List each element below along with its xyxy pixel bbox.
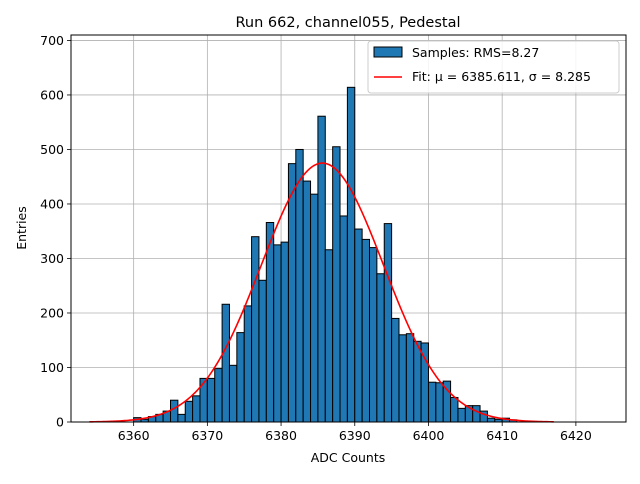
histogram-bar xyxy=(206,377,216,423)
histogram-bar xyxy=(295,148,304,423)
histogram-bar xyxy=(243,305,253,423)
x-tick-label: 6420 xyxy=(560,428,592,443)
histogram-bar xyxy=(486,417,496,423)
histogram-bar xyxy=(332,146,341,423)
x-tick-label: 6410 xyxy=(486,428,518,443)
y-axis-label: Entries xyxy=(14,206,29,250)
y-tick-label: 400 xyxy=(40,196,64,211)
histogram-bar xyxy=(435,382,444,423)
histogram-bar xyxy=(265,222,275,423)
histogram-bar xyxy=(324,249,334,423)
histogram-bar xyxy=(391,317,400,423)
fit-curve-layer xyxy=(89,162,554,423)
legend-histogram-swatch xyxy=(373,46,403,58)
legend-fit-label: Fit: μ = 6385.611, σ = 8.285 xyxy=(412,69,591,84)
gaussian-fit-curve xyxy=(89,162,554,423)
histogram-bar xyxy=(214,368,223,423)
x-tick-label: 6370 xyxy=(191,428,223,443)
histogram-bar xyxy=(427,381,437,423)
histogram-bar xyxy=(383,223,393,423)
histogram-bar xyxy=(251,236,260,423)
histogram-bar xyxy=(236,332,245,423)
histogram-bar xyxy=(170,399,179,423)
x-axis-ticks: 6360 6370 6380 6390 6400 6410 6420 xyxy=(118,422,592,443)
y-tick-label: 300 xyxy=(40,251,64,266)
histogram-bar xyxy=(273,244,282,423)
histogram-bar xyxy=(317,115,326,423)
histogram-bar xyxy=(398,334,407,423)
histogram-bar xyxy=(405,333,415,423)
x-axis-label: ADC Counts xyxy=(311,450,386,465)
histogram-bar xyxy=(310,193,319,423)
histogram-bar xyxy=(287,163,297,423)
histogram-bar xyxy=(177,413,186,423)
histogram-bar xyxy=(339,215,348,423)
histogram-bar xyxy=(280,241,289,423)
y-tick-label: 100 xyxy=(40,360,64,375)
histogram-bar xyxy=(258,279,267,423)
legend-histogram-label: Samples: RMS=8.27 xyxy=(412,45,539,60)
histogram-bar xyxy=(302,180,312,423)
histogram-bar xyxy=(369,247,378,423)
histogram-bar xyxy=(457,407,466,423)
histogram-bar xyxy=(228,364,238,423)
x-tick-label: 6360 xyxy=(118,428,150,443)
histogram-bar xyxy=(413,340,422,423)
y-tick-label: 500 xyxy=(40,142,64,157)
histogram-bar xyxy=(346,86,356,423)
x-tick-label: 6380 xyxy=(265,428,297,443)
histogram-bar xyxy=(354,228,363,423)
histogram-bar xyxy=(472,405,481,423)
legend: Samples: RMS=8.27 Fit: μ = 6385.611, σ =… xyxy=(367,40,620,94)
histogram-bar xyxy=(221,303,230,423)
histogram-bar xyxy=(376,273,385,423)
histogram-bar xyxy=(184,400,194,423)
histogram-bar xyxy=(450,396,459,423)
y-axis-ticks: 0 100 200 300 400 500 600 700 xyxy=(40,33,71,430)
histogram-bar xyxy=(361,238,371,423)
x-tick-label: 6400 xyxy=(413,428,445,443)
chart-title: Run 662, channel055, Pedestal xyxy=(235,15,460,31)
y-tick-label: 600 xyxy=(40,87,64,102)
histogram-bar xyxy=(192,395,201,423)
x-tick-label: 6390 xyxy=(339,428,371,443)
y-tick-label: 0 xyxy=(56,415,64,430)
axes-frame xyxy=(70,34,627,423)
y-tick-label: 200 xyxy=(40,305,64,320)
legend-box xyxy=(367,40,620,94)
y-tick-label: 700 xyxy=(40,33,64,48)
